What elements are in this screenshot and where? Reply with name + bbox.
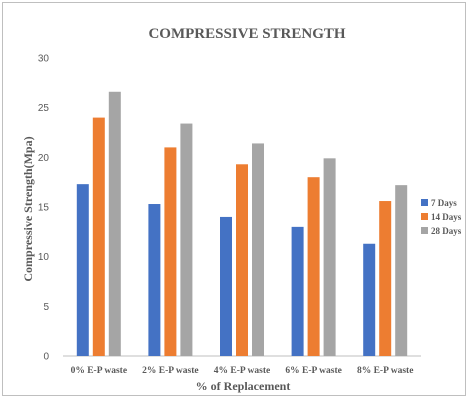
legend-swatch	[421, 213, 428, 220]
chart-title: COMPRESSIVE STRENGTH	[148, 26, 345, 42]
bar	[180, 123, 193, 356]
category-label: 6% E-P waste	[285, 366, 341, 376]
legend-label: 28 Days	[431, 226, 462, 236]
bar	[108, 91, 121, 357]
bars	[76, 91, 408, 357]
y-tick-label: 20	[38, 153, 50, 164]
legend: 7 Days 14 Days 28 Days	[421, 198, 462, 236]
legend-swatch	[421, 227, 428, 234]
y-tick-label: 15	[38, 203, 50, 214]
category-label: 2% E-P waste	[142, 366, 198, 376]
category-labels: 0% E-P waste 2% E-P waste 4% E-P waste 6% E…	[71, 366, 414, 376]
legend-label: 14 Days	[431, 212, 462, 222]
bar	[363, 243, 376, 356]
y-tick-label: 10	[38, 252, 50, 263]
bar	[220, 216, 232, 356]
bar	[323, 158, 336, 356]
category-label: 0% E-P waste	[71, 366, 127, 376]
legend-swatch	[421, 199, 428, 206]
bar	[92, 117, 105, 356]
bar	[291, 226, 304, 356]
y-tick-label: 25	[38, 103, 50, 114]
bar	[379, 201, 392, 356]
chart-svg: COMPRESSIVE STRENGTH 0 5 10 15 20 25 30 0% E-P…	[21, 26, 462, 393]
bar	[236, 164, 248, 356]
y-tick-label: 0	[43, 352, 49, 363]
legend-label: 7 Days	[431, 198, 457, 208]
bar	[307, 177, 320, 356]
y-axis-title: Compressive Strength(Mpa)	[21, 136, 35, 281]
bar	[148, 204, 161, 356]
bar	[164, 147, 177, 356]
bar	[395, 185, 408, 356]
category-label: 4% E-P waste	[214, 366, 270, 376]
bar	[252, 143, 264, 356]
category-label: 8% E-P waste	[357, 366, 413, 376]
y-tick-label: 30	[38, 54, 50, 65]
bar	[76, 184, 89, 356]
y-tick-label: 5	[43, 302, 49, 313]
chart-container: COMPRESSIVE STRENGTH 0 5 10 15 20 25 30 0% E-P…	[2, 2, 466, 396]
x-axis-title: % of Replacement	[196, 379, 291, 393]
y-axis-ticks: 0 5 10 15 20 25 30	[38, 54, 50, 363]
